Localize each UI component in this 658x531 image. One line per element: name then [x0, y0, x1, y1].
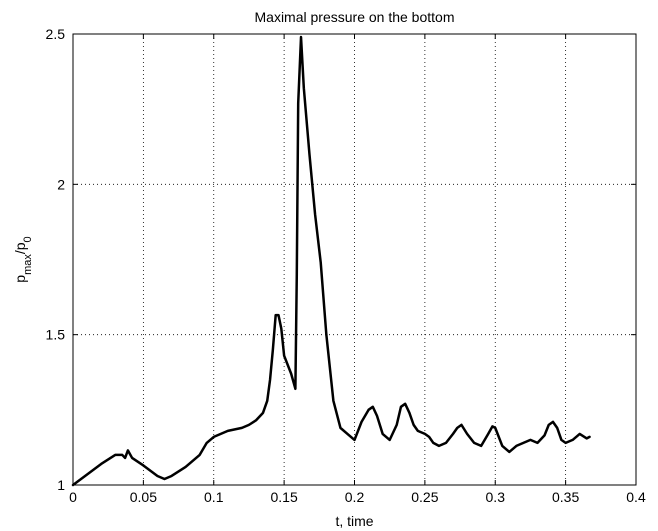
x-tick-label: 0.05 — [130, 489, 157, 505]
x-axis-label: t, time — [335, 513, 373, 529]
x-tick-label: 0.1 — [204, 489, 224, 505]
y-axis-label: pmax/p0 — [12, 236, 34, 282]
x-tick-label: 0 — [69, 489, 77, 505]
y-tick-label: 1.5 — [46, 327, 66, 343]
x-tick-label: 0.15 — [271, 489, 298, 505]
x-tick-label: 0.4 — [626, 489, 646, 505]
y-label-base: p — [12, 275, 28, 283]
chart-title: Maximal pressure on the bottom — [255, 9, 455, 25]
axis-ticks — [72, 33, 637, 486]
y-label-separator: /p — [12, 242, 28, 254]
x-tick-label: 0.3 — [486, 489, 506, 505]
y-tick-label: 2 — [57, 176, 65, 192]
x-tick-labels: 0 0.05 0.1 0.15 0.2 0.25 0.3 0.35 0.4 — [69, 489, 646, 505]
series-line-pressure — [71, 35, 591, 487]
x-tick-label: 0.25 — [411, 489, 438, 505]
y-label-sub-zero: 0 — [22, 236, 34, 242]
y-tick-labels: 1 1.5 2 2.5 — [46, 26, 66, 493]
y-label-sub-max: max — [22, 254, 34, 275]
x-tick-label: 0.2 — [345, 489, 365, 505]
y-tick-label: 1 — [57, 477, 65, 493]
y-tick-label: 2.5 — [46, 26, 66, 42]
x-tick-label: 0.35 — [552, 489, 579, 505]
